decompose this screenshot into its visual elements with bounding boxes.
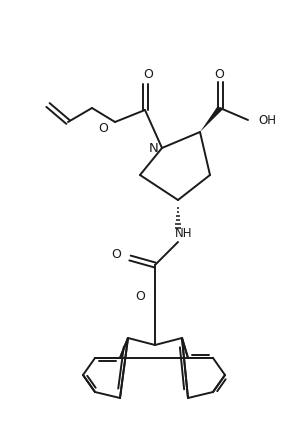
- Text: O: O: [111, 247, 121, 261]
- Text: N: N: [149, 142, 159, 155]
- Text: O: O: [214, 67, 224, 80]
- Text: O: O: [143, 68, 153, 82]
- Text: OH: OH: [258, 114, 276, 127]
- Text: O: O: [98, 122, 108, 135]
- Polygon shape: [200, 106, 222, 132]
- Text: O: O: [135, 290, 145, 304]
- Text: NH: NH: [175, 227, 193, 241]
